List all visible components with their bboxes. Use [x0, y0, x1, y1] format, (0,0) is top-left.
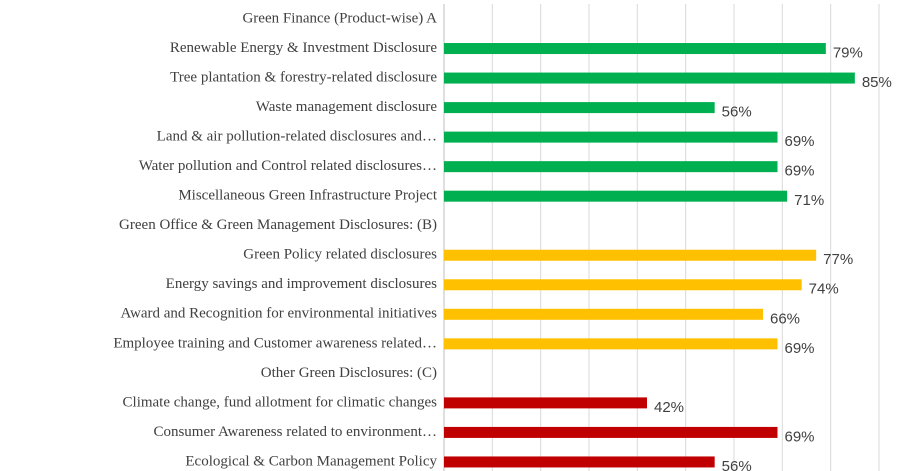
category-label: Water pollution and Control related disc…	[139, 158, 437, 174]
category-label: Waste management disclosure	[256, 99, 438, 115]
value-label: 69%	[785, 340, 815, 357]
bar	[444, 249, 817, 261]
category-label: Tree plantation & forestry-related discl…	[170, 69, 437, 85]
value-label: 56%	[722, 458, 752, 471]
bar	[444, 161, 778, 173]
value-label: 69%	[785, 163, 815, 180]
value-label: 77%	[823, 251, 853, 268]
value-label: 71%	[794, 192, 824, 209]
bar	[444, 43, 826, 55]
bar	[444, 279, 802, 291]
category-label: Other Green Disclosures: (C)	[261, 365, 437, 381]
value-label: 79%	[833, 44, 863, 61]
category-label: Land & air pollution-related disclosures…	[157, 129, 437, 145]
bar	[444, 397, 647, 409]
category-label: Ecological & Carbon Management Policy	[185, 453, 437, 469]
category-label: Green Office & Green Management Disclosu…	[119, 217, 437, 233]
value-label: 74%	[809, 281, 839, 298]
bar	[444, 338, 778, 350]
category-label: Consumer Awareness related to environmen…	[153, 424, 437, 440]
value-label: 69%	[785, 428, 815, 445]
category-label: Renewable Energy & Investment Disclosure	[170, 40, 437, 56]
value-label: 42%	[654, 399, 684, 416]
value-label: 66%	[770, 310, 800, 327]
category-label: Miscellaneous Green Infrastructure Proje…	[178, 188, 437, 204]
category-label: Green Policy related disclosures	[243, 247, 437, 263]
bar	[444, 72, 855, 84]
category-label: Climate change, fund allotment for clima…	[123, 394, 438, 410]
value-label: 69%	[785, 133, 815, 150]
bar	[444, 456, 715, 468]
bar	[444, 426, 778, 438]
category-label: Employee training and Customer awareness…	[113, 335, 437, 351]
bar	[444, 190, 788, 202]
value-label: 56%	[722, 104, 752, 121]
bar	[444, 102, 715, 114]
category-label: Award and Recognition for environmental …	[121, 306, 438, 322]
bar	[444, 308, 763, 320]
category-label: Energy savings and improvement disclosur…	[166, 276, 438, 292]
category-label: Green Finance (Product-wise) A	[242, 10, 437, 26]
value-label: 85%	[862, 74, 892, 91]
bar	[444, 131, 778, 143]
